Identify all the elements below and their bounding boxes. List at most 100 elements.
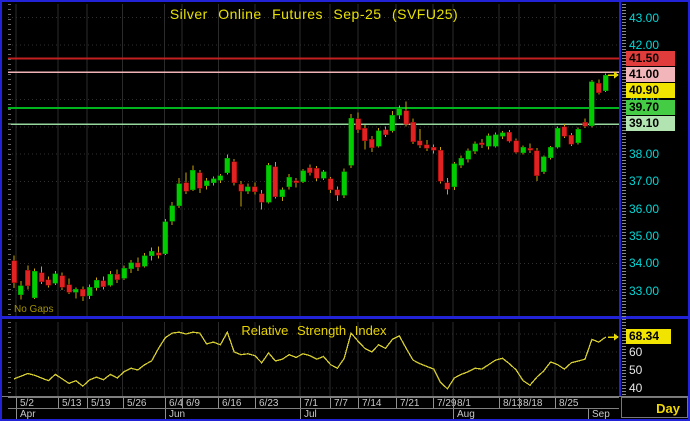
candlestick — [155, 246, 162, 259]
rsi-axis-label: 40 — [629, 381, 643, 395]
price-axis-label: 35.00 — [629, 229, 660, 243]
rsi-value-label: 68.34 — [626, 329, 671, 344]
candlestick — [121, 265, 127, 280]
candlestick — [279, 187, 286, 202]
candlestick — [520, 145, 526, 155]
candlestick — [485, 133, 492, 150]
candlestick — [80, 286, 86, 302]
candlestick — [561, 124, 568, 138]
candlestick — [286, 173, 292, 190]
date-tick-label: 6/23 — [255, 398, 278, 409]
date-tick-label: 6/16 — [218, 398, 241, 409]
candlestick — [258, 190, 265, 210]
price-level-label[interactable]: 40.90 — [626, 83, 675, 98]
candlestick — [252, 182, 258, 195]
price-axis-label: 36.00 — [629, 202, 660, 216]
axis-top-line — [2, 396, 688, 397]
price-axis-label: 43.00 — [629, 11, 660, 25]
candlestick — [382, 126, 389, 138]
price-axis-label: 42.00 — [629, 38, 660, 52]
panel-divider[interactable] — [2, 316, 688, 319]
candlestick — [444, 178, 451, 195]
date-tick-label: 6/4 — [165, 398, 183, 409]
candlestick — [541, 155, 547, 174]
candlestick — [575, 127, 581, 145]
candlestick — [492, 132, 499, 148]
candlestick — [313, 166, 320, 181]
date-tick-label: 5/2 — [16, 398, 34, 409]
candlestick — [424, 140, 430, 151]
candlestick — [59, 272, 65, 291]
candlestick — [499, 131, 506, 140]
candlestick — [369, 136, 375, 152]
candlestick — [582, 118, 588, 129]
candlestick — [86, 284, 93, 299]
candlestick — [403, 101, 409, 127]
candlestick — [410, 118, 416, 144]
candlestick — [169, 202, 175, 226]
candlestick — [238, 180, 244, 207]
price-level-label[interactable]: 41.50 — [626, 51, 675, 66]
candlestick — [141, 253, 148, 268]
candlestick — [348, 113, 354, 168]
candlestick — [197, 170, 203, 193]
candlestick — [203, 178, 210, 190]
price-axis-label: 33.00 — [629, 284, 660, 298]
month-tick-label: Apr — [16, 409, 36, 420]
price-level-label[interactable]: 41.00 — [626, 67, 675, 82]
candlestick — [437, 147, 444, 184]
month-tick-label: Jun — [165, 409, 185, 420]
rsi-line — [13, 330, 607, 390]
candlestick — [190, 165, 196, 191]
candlestick — [458, 155, 464, 168]
candlestick — [293, 178, 299, 188]
candlestick — [320, 170, 327, 181]
candlestick — [506, 130, 513, 143]
candlestick — [93, 277, 100, 291]
candlestick — [224, 154, 231, 175]
candlestick — [107, 271, 114, 287]
candlestick — [375, 128, 382, 148]
candlestick — [73, 287, 79, 299]
date-tick-label: 5/13 — [58, 398, 81, 409]
rsi-title: Relative Strength Index — [241, 323, 387, 338]
candlestick — [547, 146, 554, 160]
candlestick — [45, 276, 52, 288]
candlestick — [66, 278, 72, 294]
candlestick — [245, 183, 251, 194]
candlestick — [11, 255, 17, 288]
candlestick — [430, 144, 437, 154]
candlestick — [114, 269, 120, 284]
last-value-arrow — [608, 71, 619, 79]
price-level-label[interactable]: 39.10 — [626, 116, 675, 131]
month-tick-label: Sep — [588, 409, 610, 420]
date-tick-label: 7/29 — [433, 398, 456, 409]
date-tick-label: 7/1 — [300, 398, 318, 409]
date-tick-label: 7/21 — [396, 398, 419, 409]
price-axis-label: 37.00 — [629, 174, 660, 188]
candlestick — [355, 112, 361, 133]
candlestick — [210, 176, 217, 186]
chart-title: Silver Online Futures Sep-25 (SVFU25) — [169, 6, 459, 22]
candlestick — [183, 172, 189, 194]
price-level-label[interactable]: 39.70 — [626, 100, 675, 115]
date-axis: 5/2 5/13 5/19 5/26 6/4 6/9 6/16 6/23 7/1 7/7 7/14 7… — [8, 397, 619, 409]
candlestick — [25, 265, 31, 290]
date-tick-label: 8/13 — [499, 398, 522, 409]
candlestick — [451, 161, 458, 191]
candlestick — [38, 266, 45, 284]
candlestick — [534, 148, 540, 181]
price-tick-ruler — [622, 4, 626, 396]
candlestick — [389, 111, 396, 133]
candlestick — [341, 168, 347, 198]
candlestick — [135, 257, 141, 271]
candlestick — [589, 79, 595, 128]
candlestick — [527, 143, 533, 153]
candlestick — [396, 105, 403, 120]
date-tick-label: 6/9 — [182, 398, 200, 409]
candlestick — [265, 162, 272, 204]
last-value-arrow — [608, 333, 619, 341]
interval-button[interactable]: Day — [621, 397, 688, 418]
price-axis-label: 34.00 — [629, 256, 660, 270]
candlestick — [272, 161, 279, 199]
